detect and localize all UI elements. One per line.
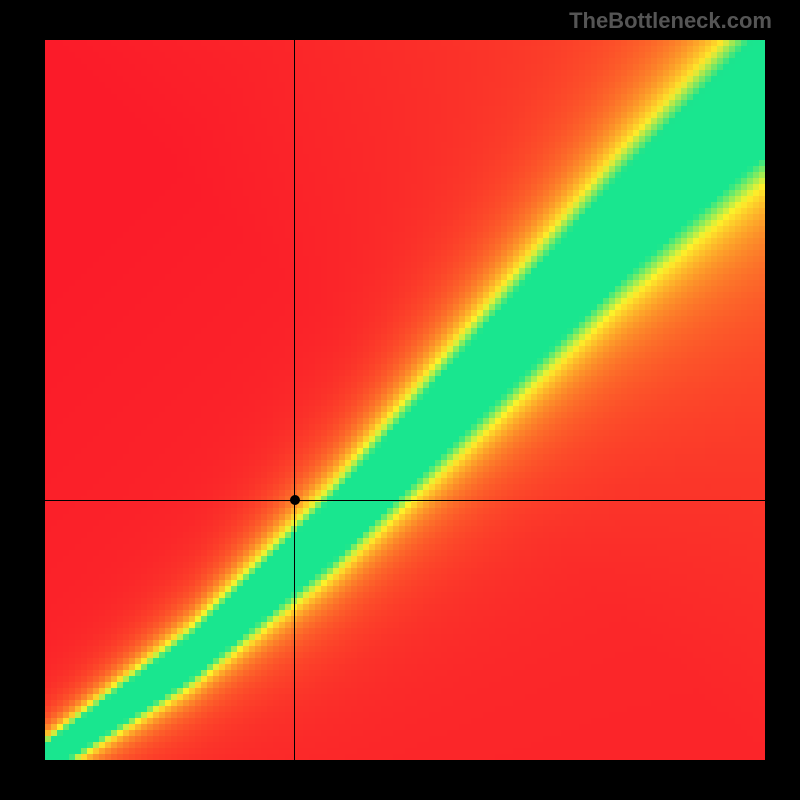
crosshair-vertical	[294, 40, 295, 760]
chart-root: { "attribution": { "text": "TheBottlenec…	[0, 0, 800, 800]
bottleneck-heatmap	[45, 40, 765, 760]
crosshair-marker	[290, 495, 300, 505]
crosshair-horizontal	[45, 500, 765, 501]
attribution-text: TheBottleneck.com	[569, 8, 772, 34]
